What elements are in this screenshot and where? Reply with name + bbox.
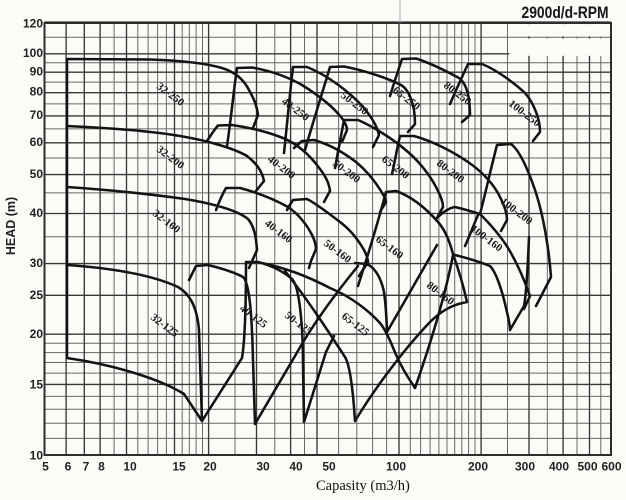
svg-text:500: 500: [577, 460, 597, 474]
svg-text:60: 60: [30, 135, 44, 149]
svg-text:15: 15: [30, 378, 44, 392]
svg-text:10: 10: [123, 460, 137, 474]
svg-text:5: 5: [42, 460, 49, 474]
svg-text:70: 70: [30, 108, 44, 122]
svg-text:300: 300: [515, 460, 535, 474]
svg-text:7: 7: [83, 460, 90, 474]
svg-text:400: 400: [549, 460, 569, 474]
svg-text:15: 15: [172, 460, 186, 474]
svg-text:2900d/d-RPM: 2900d/d-RPM: [522, 4, 609, 22]
svg-text:6: 6: [65, 460, 72, 474]
svg-text:10: 10: [30, 449, 44, 463]
svg-text:40: 40: [289, 460, 303, 474]
svg-text:90: 90: [30, 65, 44, 79]
svg-text:30: 30: [30, 256, 44, 270]
svg-text:30: 30: [256, 460, 270, 474]
svg-text:20: 20: [30, 327, 44, 341]
svg-text:100: 100: [386, 460, 406, 474]
svg-text:50: 50: [322, 460, 336, 474]
svg-text:200: 200: [468, 460, 488, 474]
svg-text:HEAD (m): HEAD (m): [4, 197, 18, 255]
svg-text:50: 50: [30, 167, 44, 181]
svg-text:20: 20: [203, 460, 217, 474]
svg-text:25: 25: [30, 288, 44, 302]
svg-text:Capasity (m3/h): Capasity (m3/h): [316, 478, 410, 494]
svg-text:8: 8: [98, 460, 105, 474]
svg-text:40: 40: [30, 206, 44, 220]
svg-text:80: 80: [30, 85, 44, 99]
svg-text:120: 120: [23, 17, 43, 31]
svg-text:600: 600: [601, 460, 621, 474]
svg-text:100: 100: [23, 46, 43, 60]
